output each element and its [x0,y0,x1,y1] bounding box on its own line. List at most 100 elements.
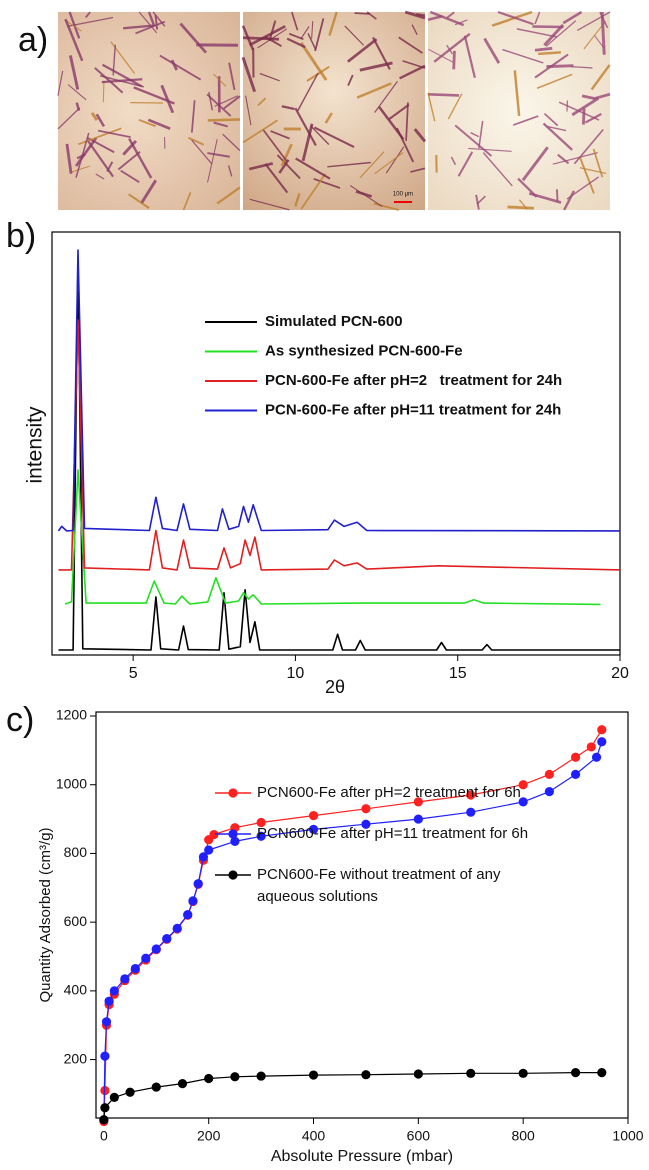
crystal [558,101,600,121]
data-point [361,819,371,829]
x-tick-label: 200 [197,1128,221,1144]
crystal [122,24,154,30]
crystal [112,44,116,76]
legend-label: PCN-600-Fe after pH=2 treatment for 24h [265,372,562,389]
data-point [256,817,266,828]
crystal [482,152,513,187]
crystal [242,119,278,144]
crystal [264,163,289,194]
crystal [191,139,213,165]
data-point [570,752,581,762]
crystal [534,53,569,79]
crystal [388,103,410,121]
crystal [313,177,341,189]
crystal [214,95,239,107]
crystal [147,11,156,27]
crystal [536,73,573,89]
crystal [478,120,484,149]
scale-bar-label: 100 μm [393,192,413,198]
crystal [314,18,325,52]
crystal [276,154,301,180]
x-axis-label: 2θ [325,677,345,697]
crystal [68,55,80,90]
crystal [138,11,158,34]
crystal [212,73,227,87]
crystal [534,46,553,52]
crystal [562,10,583,25]
crystal [241,56,257,93]
crystal [300,173,327,210]
legend-label: PCN600-Fe after pH=11 treatment for 6h [257,825,529,842]
data-point [198,852,209,862]
crystal [248,25,286,47]
crystal [278,159,290,174]
data-point [125,1087,135,1097]
crystal [427,92,460,97]
crystal [159,54,202,81]
crystal [581,108,586,125]
crystal [373,202,400,211]
panel-label: c) [6,701,34,739]
crystal [404,10,426,20]
crystal [398,36,423,54]
crystal [294,192,301,207]
crystal [557,153,570,165]
crystal [592,148,604,178]
crystal [354,12,370,15]
crystal [294,107,317,146]
crystal [571,97,600,117]
crystal [578,156,595,194]
crystal [301,123,314,162]
x-tick-label: 20 [611,665,629,682]
x-axis-label: Absolute Pressure (mbar) [271,1148,453,1165]
crystal [307,32,317,50]
crystal [190,100,196,133]
crystal [216,186,241,205]
legend-label: PCN600-Fe after pH=2 treatment for 6h [257,784,521,801]
series-line [103,1072,602,1120]
crystal [291,11,299,31]
data-point [109,1092,119,1102]
data-point [204,845,214,855]
crystal [344,25,365,46]
crystal [463,35,476,79]
data-point [466,1068,476,1078]
crystal [170,59,178,71]
y-tick-label: 1200 [56,707,87,723]
crystal [71,165,90,173]
crystal [120,169,140,183]
x-tick-label: 15 [449,665,467,682]
crystal [281,105,295,111]
data-point [518,780,528,790]
legend-label: As synthesized PCN-600-Fe [265,342,463,359]
crystal [248,162,274,171]
crystal [475,194,480,210]
crystal [179,22,208,54]
crystal [374,152,404,175]
crystal [86,139,114,178]
data-point [151,1082,161,1092]
crystal [542,122,573,151]
data-point [230,1072,240,1082]
crystal [555,189,559,202]
crystal [590,64,611,91]
data-point [597,737,607,747]
y-axis-label: intensity [24,406,47,484]
crystal [563,190,576,211]
crystal [468,147,512,152]
data-point [466,790,476,800]
crystal [95,113,106,128]
crystal [257,97,267,107]
y-tick-label: 800 [64,844,88,860]
legend-label: PCN-600-Fe after pH=11 treatment for 24h [265,401,561,418]
crystal [385,146,405,174]
crystal [359,61,393,72]
y-tick-label: 1000 [56,775,87,791]
data-point [586,742,596,752]
crystal [454,19,468,26]
data-point [100,1103,110,1113]
crystal [502,48,544,64]
crystal [122,139,138,156]
crystal [222,133,241,152]
data-point [183,909,193,920]
